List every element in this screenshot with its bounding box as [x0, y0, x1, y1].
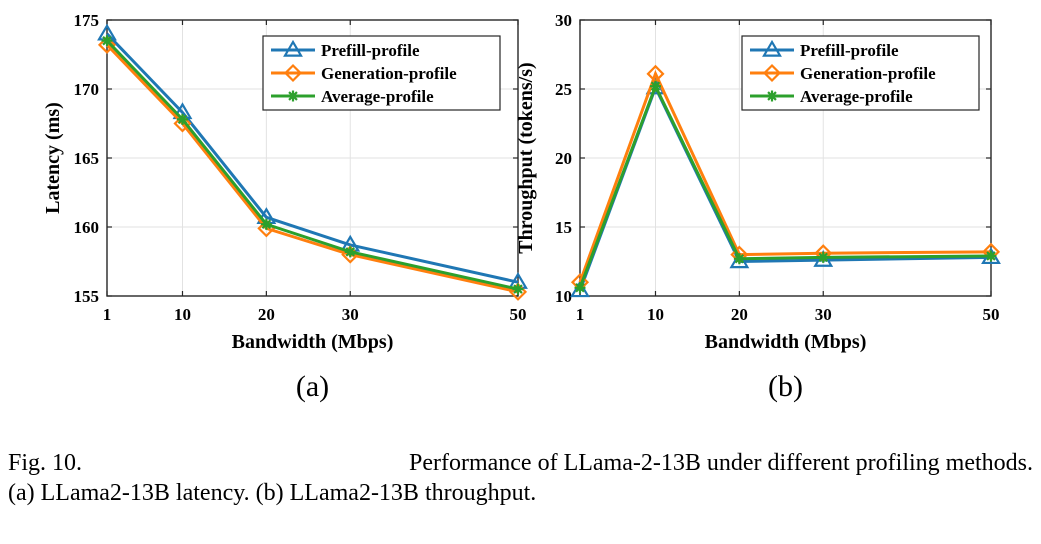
legend-label: Generation-profile [321, 64, 457, 83]
legend-item: Generation-profile [271, 63, 457, 83]
x-tick-label: 30 [342, 305, 359, 324]
data-point [985, 250, 997, 262]
x-tick-label: 1 [576, 305, 585, 324]
data-point [173, 114, 192, 133]
x-axis-title: Bandwidth (Mbps) [705, 331, 867, 353]
legend-label: Average-profile [800, 87, 913, 106]
x-axis-title: Bandwidth (Mbps) [232, 331, 394, 353]
data-point [817, 251, 829, 263]
legend: Prefill-profile Generation-profile Average… [741, 35, 980, 111]
chart-panel-1: 1 10 20 30 50 155 160 165 170 175 Bandwidth (Mbps)… [42, 11, 528, 403]
caption-line-1: Performance of LLama-2-13B under differe… [408, 450, 1033, 476]
x-tick-label: 50 [983, 305, 1000, 324]
legend: Prefill-profile Generation-profile Average… [262, 35, 501, 111]
x-tick-label: 20 [731, 305, 748, 324]
x-tick-label: 30 [815, 305, 832, 324]
legend-item: Prefill-profile [750, 39, 899, 60]
data-point [512, 283, 524, 295]
y-tick-label: 175 [74, 11, 100, 30]
legend-marker [283, 39, 303, 57]
legend-marker [762, 39, 782, 57]
y-tick-label: 20 [555, 149, 572, 168]
legend-item: Average-profile [271, 87, 434, 106]
y-tick-label: 170 [74, 80, 100, 99]
legend-item: Prefill-profile [271, 39, 420, 60]
y-axis-title: Latency (ms) [42, 102, 64, 214]
y-tick-label: 15 [555, 218, 572, 237]
y-tick-label: 25 [555, 80, 572, 99]
data-point [97, 35, 117, 54]
legend-marker [283, 63, 303, 83]
legend-label: Prefill-profile [800, 41, 899, 60]
caption-figure-label: Fig. 10. [8, 450, 83, 476]
series-prefill-profile [570, 77, 1001, 298]
x-tick-label: 10 [647, 305, 664, 324]
y-tick-label: 30 [555, 11, 572, 30]
y-axis-title: Throughput (tokens/s) [515, 62, 537, 253]
legend-item: Average-profile [750, 87, 913, 106]
x-tick-label: 1 [103, 305, 112, 324]
legend-marker [287, 90, 299, 102]
data-point [574, 282, 586, 294]
legend-marker [762, 63, 782, 83]
caption-line-2: (a) LLama2-13B latency. (b) LLama2-13B t… [8, 480, 537, 506]
y-tick-label: 165 [74, 149, 100, 168]
legend-marker [766, 90, 778, 102]
series-average-profile [574, 80, 997, 294]
legend-label: Generation-profile [800, 64, 936, 83]
x-tick-label: 20 [258, 305, 275, 324]
legend-item: Generation-profile [750, 63, 936, 83]
series-line [578, 83, 992, 292]
legend-label: Prefill-profile [321, 41, 420, 60]
data-point [344, 246, 356, 258]
y-tick-label: 10 [555, 287, 572, 306]
data-point [729, 251, 750, 269]
panel-label: (a) [296, 370, 329, 403]
legend-label: Average-profile [321, 87, 434, 106]
panel-label: (b) [768, 370, 803, 403]
data-point [101, 35, 113, 47]
y-tick-label: 160 [74, 218, 100, 237]
x-tick-label: 10 [174, 305, 191, 324]
data-point [176, 113, 188, 125]
series-line [105, 32, 519, 284]
data-point [649, 80, 661, 92]
series-average-profile [101, 35, 524, 295]
data-point [570, 280, 590, 298]
data-point [260, 218, 272, 230]
figure-caption: Fig. 10. Performance of LLama-2-13B unde… [8, 448, 1033, 508]
data-point [733, 253, 745, 265]
series-line [578, 82, 992, 289]
x-tick-label: 50 [510, 305, 527, 324]
y-tick-label: 155 [74, 287, 100, 306]
